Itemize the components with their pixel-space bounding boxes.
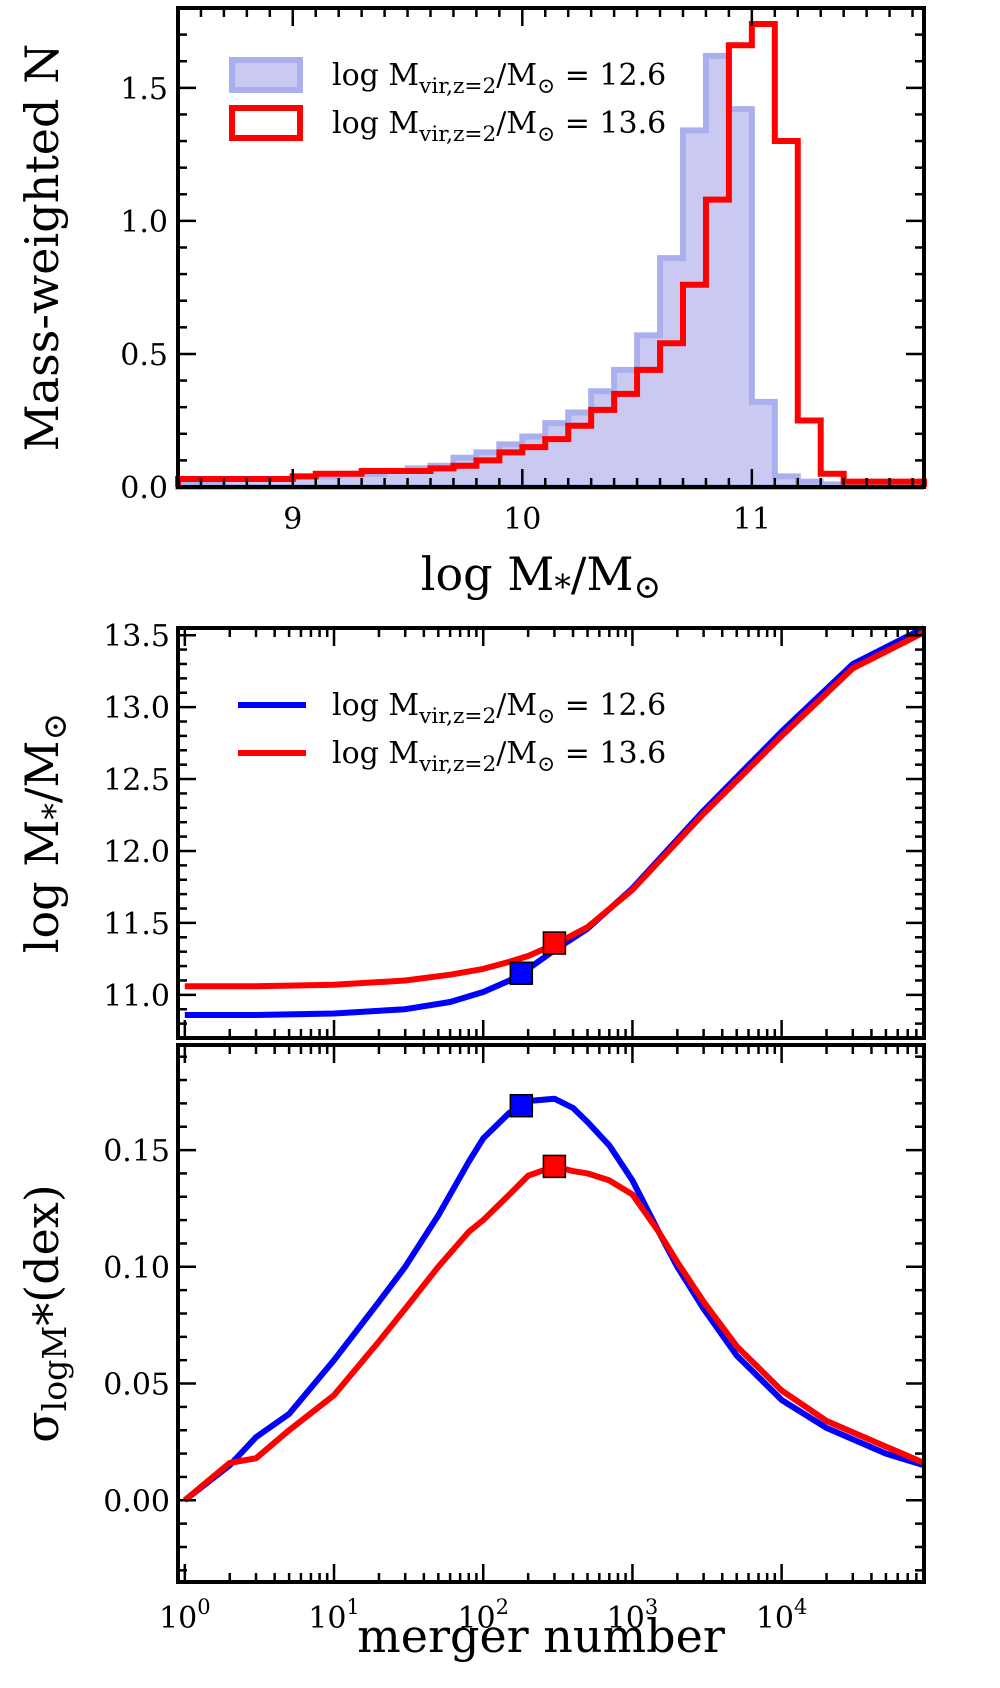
x-tick-label: 101 — [308, 1595, 360, 1636]
marker-square — [509, 961, 534, 986]
y-tick-label: 1.0 — [120, 205, 168, 240]
x-tick-label: 9 — [283, 502, 302, 537]
cumulative-mass-panel: 11.0 11.5 12.0 12.5 13.0 13.5 log M*/M⊙ log Mvi… — [15, 619, 926, 1040]
y-tick-label: 12.5 — [103, 763, 170, 798]
y-tick-label: 0.10 — [103, 1251, 170, 1286]
legend-swatch-filled — [229, 57, 303, 93]
legend-label-12.6: log Mvir,z=2/M⊙ = 12.6 — [332, 688, 666, 729]
y-axis-label: σlogM*(dex) — [15, 1184, 77, 1443]
x-tick-label: 104 — [756, 1595, 808, 1636]
y-tick-label: 0.00 — [103, 1484, 170, 1519]
y-tick-label: 11.0 — [103, 979, 170, 1014]
y-tick-label: 0.5 — [120, 338, 168, 373]
y-tick-label: 1.5 — [120, 72, 168, 107]
y-tick-label: 12.0 — [103, 835, 170, 870]
plot-frame — [176, 1043, 926, 1584]
legend-swatch-step — [229, 105, 303, 141]
y-axis-label: log M*/M⊙ — [15, 713, 74, 954]
y-tick-label: 11.5 — [103, 907, 170, 942]
series-line — [182, 1095, 925, 1503]
y-tick-label: 0.05 — [103, 1368, 170, 1403]
marker-square — [542, 1154, 567, 1179]
x-tick-label: 102 — [457, 1595, 509, 1636]
series-line — [182, 1163, 926, 1503]
histogram-step — [175, 20, 927, 487]
x-tick-label: 10 — [503, 502, 541, 537]
y-tick-label: 0.0 — [120, 471, 168, 506]
legend-label-13.6: log Mvir,z=2/M⊙ = 13.6 — [332, 736, 666, 777]
legend-label-13.6: log Mvir,z=2/M⊙ = 13.6 — [332, 106, 666, 147]
marker-square — [509, 1093, 534, 1118]
y-tick-label: 13.0 — [103, 691, 170, 726]
plot-frame — [176, 626, 926, 1040]
marker-square — [542, 931, 567, 955]
y-tick-label: 13.5 — [103, 619, 170, 654]
y-tick-label: 0.15 — [103, 1134, 170, 1169]
scatter-panel: 0.00 0.05 0.10 0.15 100 101 102 103 104 merger nu… — [15, 1043, 926, 1663]
series-line — [184, 625, 926, 1018]
x-axis-label: log M*/M⊙ — [421, 547, 662, 606]
y-axis-label: Mass-weighted N — [15, 44, 69, 452]
legend-label-12.6: log Mvir,z=2/M⊙ = 12.6 — [332, 58, 666, 99]
x-tick-label: 100 — [159, 1595, 211, 1636]
histogram-panel: 9 10 11 0.0 0.5 1.0 1.5 Mass-weighted N log M*/M… — [15, 6, 927, 606]
x-tick-label: 103 — [607, 1595, 659, 1636]
series-line — [184, 629, 926, 990]
x-axis-label: merger number — [357, 1609, 725, 1663]
x-tick-label: 11 — [733, 502, 771, 537]
